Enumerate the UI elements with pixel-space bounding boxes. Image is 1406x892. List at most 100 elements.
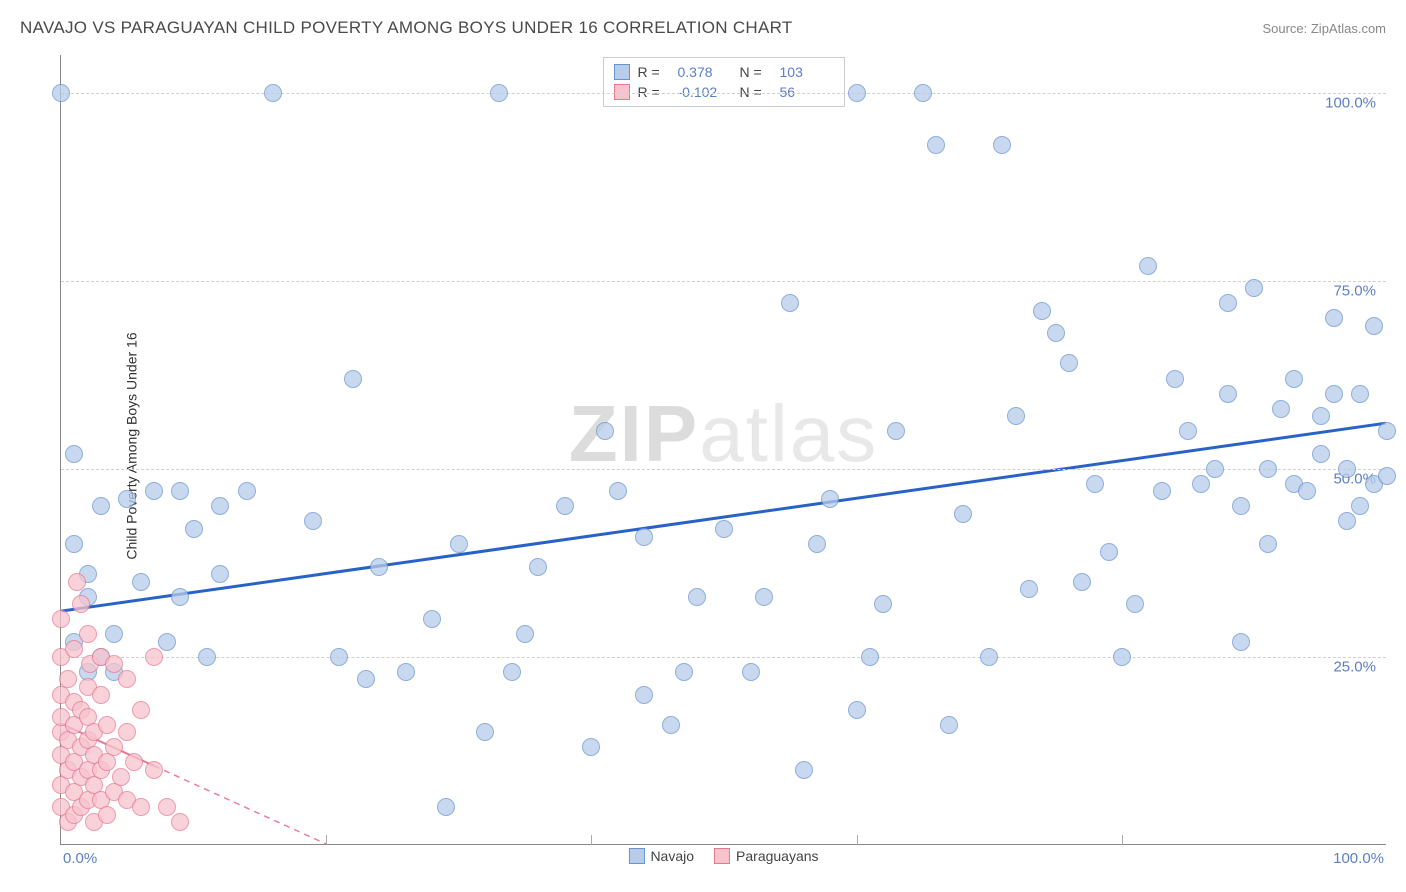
data-point [68, 573, 86, 591]
data-point [1338, 512, 1356, 530]
data-point [940, 716, 958, 734]
data-point [92, 497, 110, 515]
data-point [1232, 633, 1250, 651]
x-tick [857, 835, 858, 845]
data-point [344, 370, 362, 388]
data-point [1259, 535, 1277, 553]
data-point [171, 588, 189, 606]
data-point [1192, 475, 1210, 493]
data-point [132, 573, 150, 591]
data-point [118, 670, 136, 688]
data-point [662, 716, 680, 734]
data-point [52, 610, 70, 628]
data-point [1179, 422, 1197, 440]
data-point [1338, 460, 1356, 478]
data-point [145, 761, 163, 779]
gridline-horizontal [61, 281, 1386, 282]
data-point [185, 520, 203, 538]
data-point [1033, 302, 1051, 320]
y-tick-label: 25.0% [1333, 658, 1376, 675]
data-point [145, 648, 163, 666]
data-point [105, 625, 123, 643]
data-point [158, 798, 176, 816]
data-point [65, 535, 83, 553]
data-point [529, 558, 547, 576]
data-point [65, 445, 83, 463]
data-point [1060, 354, 1078, 372]
legend-swatch [614, 64, 630, 80]
data-point [1166, 370, 1184, 388]
data-point [211, 497, 229, 515]
data-point [516, 625, 534, 643]
series-legend: Navajo Paraguayans [628, 848, 818, 864]
data-point [1245, 279, 1263, 297]
legend-r-value: 0.378 [678, 64, 732, 80]
data-point [450, 535, 468, 553]
trend-lines-svg [61, 55, 1386, 844]
data-point [635, 528, 653, 546]
data-point [132, 798, 150, 816]
data-point [1259, 460, 1277, 478]
trend-line-extrapolated [154, 766, 326, 844]
data-point [675, 663, 693, 681]
data-point [1086, 475, 1104, 493]
data-point [211, 565, 229, 583]
data-point [1232, 497, 1250, 515]
data-point [927, 136, 945, 154]
data-point [437, 798, 455, 816]
chart-title: NAVAJO VS PARAGUAYAN CHILD POVERTY AMONG… [20, 18, 793, 38]
data-point [755, 588, 773, 606]
data-point [112, 768, 130, 786]
data-point [158, 633, 176, 651]
x-tick [1122, 835, 1123, 845]
data-point [1325, 385, 1343, 403]
x-tick [326, 835, 327, 845]
y-tick-label: 75.0% [1333, 282, 1376, 299]
legend-swatch [628, 848, 644, 864]
data-point [132, 701, 150, 719]
data-point [1126, 595, 1144, 613]
data-point [848, 701, 866, 719]
data-point [1073, 573, 1091, 591]
legend-n-value: 103 [780, 64, 834, 80]
data-point [1365, 317, 1383, 335]
legend-r-label: R = [638, 64, 670, 80]
data-point [874, 595, 892, 613]
watermark: ZIPatlas [569, 388, 878, 480]
data-point [1312, 445, 1330, 463]
data-point [370, 558, 388, 576]
data-point [1139, 257, 1157, 275]
data-point [476, 723, 494, 741]
data-point [1219, 385, 1237, 403]
data-point [52, 84, 70, 102]
data-point [118, 490, 136, 508]
x-tick [591, 835, 592, 845]
chart-header: NAVAJO VS PARAGUAYAN CHILD POVERTY AMONG… [0, 18, 1406, 38]
data-point [118, 723, 136, 741]
data-point [171, 813, 189, 831]
data-point [304, 512, 322, 530]
data-point [72, 595, 90, 613]
data-point [98, 716, 116, 734]
data-point [715, 520, 733, 538]
data-point [1351, 385, 1369, 403]
data-point [1298, 482, 1316, 500]
data-point [1007, 407, 1025, 425]
data-point [1325, 309, 1343, 327]
gridline-horizontal [61, 93, 1386, 94]
data-point [808, 535, 826, 553]
data-point [171, 482, 189, 500]
data-point [330, 648, 348, 666]
legend-series-label: Navajo [650, 848, 694, 864]
legend-row: R =0.378N =103 [614, 62, 834, 82]
legend-series-label: Paraguayans [736, 848, 819, 864]
y-tick-label: 100.0% [1325, 94, 1376, 111]
data-point [688, 588, 706, 606]
data-point [887, 422, 905, 440]
data-point [742, 663, 760, 681]
data-point [198, 648, 216, 666]
data-point [1378, 467, 1396, 485]
data-point [1285, 370, 1303, 388]
data-point [635, 686, 653, 704]
data-point [980, 648, 998, 666]
